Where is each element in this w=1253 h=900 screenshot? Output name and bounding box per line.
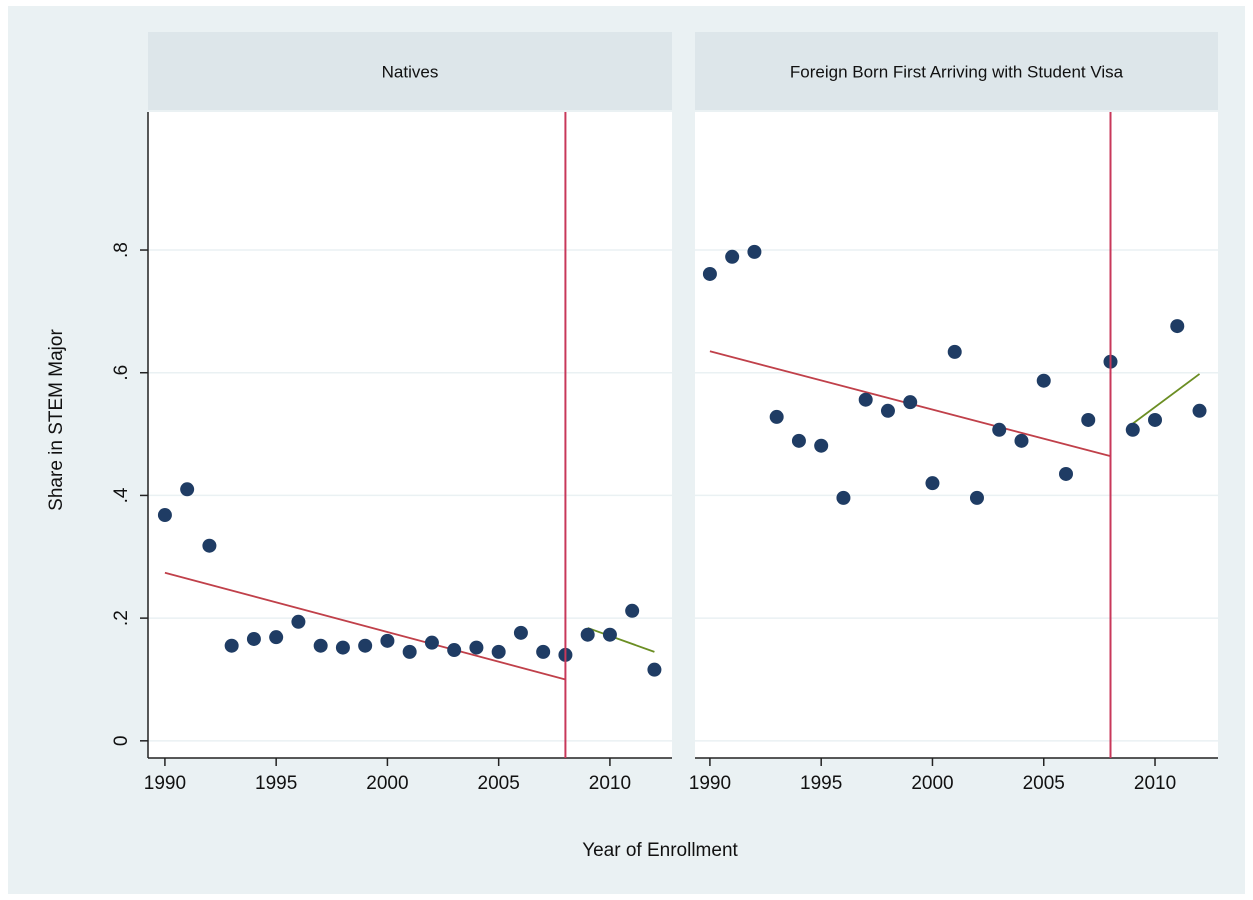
- point: [580, 627, 595, 642]
- x-axis-label: Year of Enrollment: [582, 840, 738, 861]
- point: [380, 633, 395, 648]
- point: [335, 640, 350, 655]
- point: [1058, 466, 1073, 481]
- y-tick-label: .6: [111, 365, 132, 381]
- point: [202, 538, 217, 553]
- panel-header: [148, 32, 672, 110]
- point: [858, 392, 873, 407]
- point: [814, 438, 829, 453]
- point: [469, 640, 484, 655]
- point: [1148, 412, 1163, 427]
- point: [291, 614, 306, 629]
- point: [424, 635, 439, 650]
- y-tick-label: .8: [111, 242, 132, 258]
- fit-line: [164, 571, 566, 681]
- x-tick-label: 2010: [589, 773, 631, 794]
- x-tick-label: 1990: [689, 773, 731, 794]
- plot-area: [695, 112, 1218, 758]
- panel-title: Foreign Born First Arriving with Student…: [790, 62, 1124, 81]
- point: [625, 603, 640, 618]
- x-tick-label: 2010: [1134, 773, 1176, 794]
- point: [1036, 373, 1051, 388]
- x-tick-label: 2005: [1023, 773, 1065, 794]
- y-axis-label: Share in STEM Major: [46, 329, 67, 511]
- panel-header: [695, 32, 1218, 110]
- point: [157, 508, 172, 523]
- point: [769, 409, 784, 424]
- point: [903, 395, 918, 410]
- point: [969, 490, 984, 505]
- point: [947, 344, 962, 359]
- x-tick-label: 1995: [800, 773, 842, 794]
- point: [224, 638, 239, 653]
- point: [992, 422, 1007, 437]
- point: [602, 627, 617, 642]
- panel-title: Natives: [382, 62, 439, 81]
- point: [246, 631, 261, 646]
- point: [880, 403, 895, 418]
- point: [313, 638, 328, 653]
- point: [836, 490, 851, 505]
- point: [513, 625, 528, 640]
- plot-area: [148, 112, 672, 758]
- point: [447, 643, 462, 658]
- point: [1170, 319, 1185, 334]
- point: [1081, 412, 1096, 427]
- y-tick-label: 0: [111, 736, 132, 747]
- point: [925, 476, 940, 491]
- point: [1192, 403, 1207, 418]
- point: [725, 249, 740, 264]
- fit-line: [587, 627, 655, 653]
- point: [791, 433, 806, 448]
- point: [702, 266, 717, 281]
- fit-line: [1132, 373, 1201, 425]
- y-tick-label: .4: [111, 487, 132, 503]
- x-tick-label: 1990: [144, 773, 186, 794]
- x-tick-label: 1995: [255, 773, 297, 794]
- point: [269, 630, 284, 645]
- point: [402, 644, 417, 659]
- point: [747, 244, 762, 259]
- point: [536, 644, 551, 659]
- point: [647, 662, 662, 677]
- x-tick-label: 2005: [478, 773, 520, 794]
- point: [358, 638, 373, 653]
- point: [1014, 433, 1029, 448]
- point: [491, 644, 506, 659]
- y-tick-label: .2: [111, 610, 132, 626]
- x-tick-label: 2000: [911, 773, 953, 794]
- x-tick-label: 2000: [366, 773, 408, 794]
- point: [180, 482, 195, 497]
- point: [1125, 422, 1140, 437]
